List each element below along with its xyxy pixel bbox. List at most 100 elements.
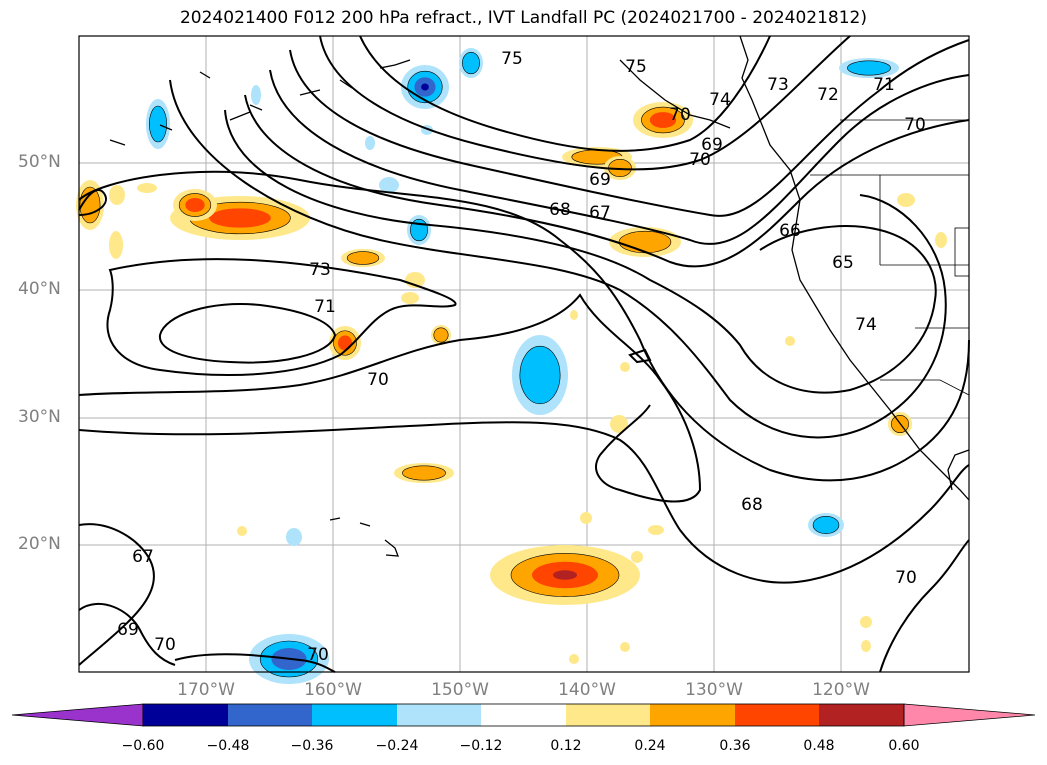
anomaly-shading <box>337 335 353 351</box>
contour-label: 68 <box>741 495 763 515</box>
anomaly-shading <box>648 525 664 535</box>
colorbar-segment <box>819 704 904 726</box>
anomaly-shading <box>519 345 561 405</box>
colorbar-segment <box>566 704 650 726</box>
contour-label: 74 <box>855 315 877 335</box>
contour-label: 75 <box>501 49 523 69</box>
lat-label-20N: 20°N <box>18 534 61 554</box>
anomaly-shading <box>580 512 592 524</box>
anomaly-shading <box>109 185 125 205</box>
map-title: 2024021400 F012 200 hPa refract., IVT La… <box>179 8 867 28</box>
contour-label: 73 <box>767 75 789 95</box>
lon-label-160W: 160°W <box>304 680 362 700</box>
contour-label: 71 <box>314 297 336 317</box>
contour-label: 69 <box>117 620 139 640</box>
colorbar-extend-max <box>903 703 1036 727</box>
anomaly-shading <box>620 642 630 652</box>
lon-label-170W: 170°W <box>177 680 235 700</box>
colorbar-segment <box>481 704 566 726</box>
contour-label: 65 <box>832 253 854 273</box>
contour-label: 70 <box>669 105 691 125</box>
contour-label: 73 <box>309 260 331 280</box>
anomaly-shading <box>365 136 375 150</box>
colorbar-segment <box>650 704 735 726</box>
colorbar-tick: 0.24 <box>634 738 666 754</box>
colorbar-tick: 0.48 <box>803 738 835 754</box>
anomaly-shading <box>649 112 677 128</box>
anomaly-shading <box>570 310 578 320</box>
contour-label: 72 <box>817 85 839 105</box>
anomaly-shading <box>402 465 446 481</box>
colorbar-tick: −0.24 <box>375 738 419 754</box>
lat-label-30N: 30°N <box>18 407 61 427</box>
colorbar <box>11 703 1036 727</box>
contour-label: 71 <box>873 75 895 95</box>
anomaly-shading <box>494 577 502 587</box>
contour-label: 69 <box>589 170 611 190</box>
anomaly-shading <box>861 640 871 652</box>
anomaly-shading <box>847 60 891 76</box>
contour-label: 66 <box>779 221 801 241</box>
colorbar-segment <box>397 704 481 726</box>
map-frame <box>78 35 970 673</box>
anomaly-shading <box>462 51 480 75</box>
lat-label-40N: 40°N <box>18 279 61 299</box>
anomaly-shading <box>137 183 157 193</box>
contour-label: 67 <box>132 547 154 567</box>
colorbar-tick: −0.36 <box>290 738 334 754</box>
anomaly-shading <box>209 208 271 228</box>
contour-label: 74 <box>709 90 731 110</box>
contours <box>78 35 970 673</box>
colorbar-segment <box>228 704 312 726</box>
contour-label: 67 <box>589 203 611 223</box>
colorbar-segment <box>312 704 397 726</box>
coastlines <box>109 35 970 557</box>
colorbar-tick: 0.12 <box>550 738 582 754</box>
colorbar-tick: 0.36 <box>719 738 751 754</box>
colorbar-tick: −0.60 <box>121 738 165 754</box>
anomaly-shading <box>286 528 302 546</box>
colorbar-tick: −0.12 <box>459 738 503 754</box>
lat-label-50N: 50°N <box>18 152 61 172</box>
anomaly-shading <box>618 230 672 254</box>
contour-label: 70 <box>307 645 329 665</box>
anomaly-shading <box>812 516 840 534</box>
anomaly-shading <box>237 526 247 536</box>
colorbar-segment <box>735 704 819 726</box>
anomaly-shading <box>109 231 123 259</box>
lon-label-140W: 140°W <box>558 680 616 700</box>
contour-label: 75 <box>625 57 647 77</box>
contour-label: 70 <box>689 150 711 170</box>
anomaly-shading <box>610 415 628 433</box>
anomaly-shading <box>897 193 915 207</box>
colorbar-tick: 0.60 <box>888 738 920 754</box>
anomaly-shading <box>346 251 380 265</box>
anomaly-shading <box>421 83 429 91</box>
contour-label: 70 <box>154 635 176 655</box>
lon-label-150W: 150°W <box>431 680 489 700</box>
colorbar-outline <box>142 703 905 727</box>
contour-label: 68 <box>549 200 571 220</box>
anomaly-shading <box>860 616 872 628</box>
anomaly-shading <box>935 232 947 248</box>
lon-label-120W: 120°W <box>812 680 870 700</box>
anomaly-shading <box>569 654 579 664</box>
anomaly-shading <box>620 362 630 372</box>
contour-label: 70 <box>895 568 917 588</box>
anomaly-shading <box>785 336 795 346</box>
contour-label: 70 <box>904 115 926 135</box>
colorbar-extend-min <box>11 703 144 727</box>
contour-label: 69 <box>701 135 723 155</box>
lon-label-130W: 130°W <box>685 680 743 700</box>
anomaly-shading <box>631 551 643 563</box>
colorbar-tick: −0.48 <box>206 738 250 754</box>
anomaly-shading <box>379 177 399 193</box>
anomaly-shading <box>401 292 419 304</box>
colorbar-segment <box>143 704 228 726</box>
anomaly-shading <box>433 327 449 343</box>
contour-label: 70 <box>367 370 389 390</box>
anomaly-shading <box>251 85 261 105</box>
anomaly-shading <box>553 570 577 580</box>
